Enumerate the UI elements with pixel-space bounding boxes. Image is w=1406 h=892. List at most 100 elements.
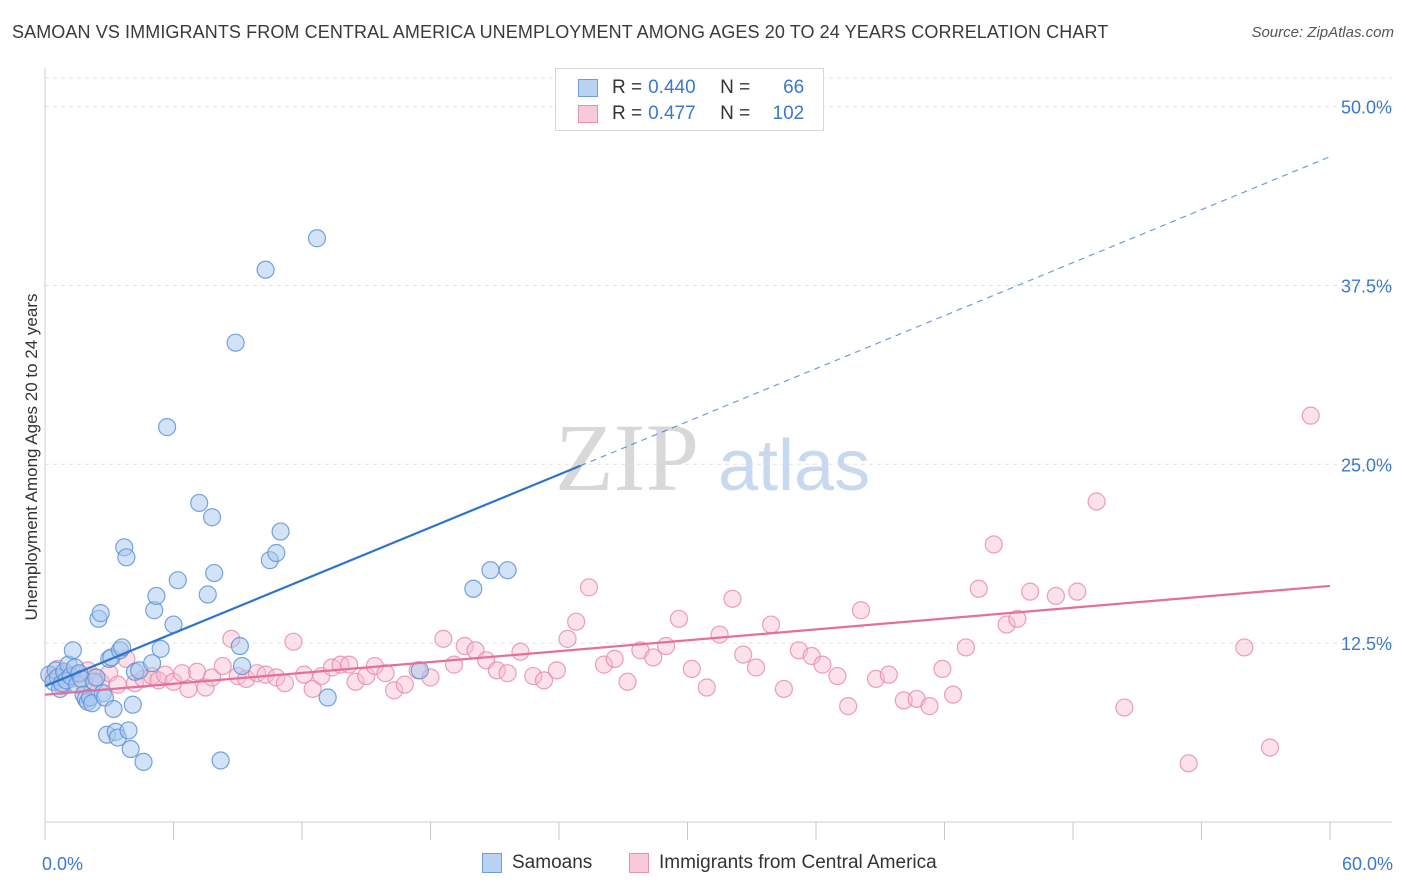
immigrants-point xyxy=(879,665,898,684)
immigrants-point xyxy=(340,655,359,674)
immigrants-point xyxy=(455,636,474,656)
samoans-point xyxy=(198,585,217,604)
source-credit: Source: ZipAtlas.com xyxy=(1251,24,1394,41)
samoans-point xyxy=(123,695,142,714)
immigrants-point xyxy=(1115,698,1134,717)
legend-item-immigrants: Immigrants from Central America xyxy=(629,852,937,874)
samoans-point xyxy=(205,563,224,583)
immigrants-point xyxy=(547,661,566,680)
immigrants-point xyxy=(1087,492,1106,511)
samoans-point xyxy=(168,571,187,590)
immigrants-point xyxy=(303,679,322,699)
immigrants-point xyxy=(1260,738,1280,757)
immigrants-point xyxy=(969,579,988,598)
axes xyxy=(44,68,1392,840)
immigrants-point xyxy=(723,589,742,608)
immigrants-point xyxy=(656,636,676,656)
samoans-point xyxy=(202,508,222,527)
samoans-point xyxy=(318,688,337,707)
samoans-trend-extension xyxy=(580,156,1331,467)
immigrants-point xyxy=(1301,406,1320,425)
legend-r-label: R = xyxy=(612,103,643,124)
immigrants-point xyxy=(933,659,952,679)
immigrants-point xyxy=(618,672,637,691)
immigrants-point xyxy=(956,638,976,657)
x-tick-label: 60.0% xyxy=(1342,854,1393,874)
immigrants-point xyxy=(710,625,729,644)
samoans-point xyxy=(104,699,123,719)
y-tick-label: 25.0% xyxy=(1341,455,1392,475)
watermark-atlas: atlas xyxy=(718,426,870,506)
samoans-point xyxy=(63,641,82,660)
watermark: ZIP atlas xyxy=(555,404,870,511)
immigrants-point xyxy=(395,675,414,694)
legend-row-immigrants: R = 0.477 N = 102 xyxy=(578,103,804,125)
samoans-point xyxy=(481,561,500,580)
samoans-point xyxy=(226,333,245,352)
immigrants-point xyxy=(839,697,858,716)
samoans-swatch xyxy=(578,79,598,97)
immigrants-point xyxy=(579,578,599,597)
immigrants-point xyxy=(813,655,832,674)
immigrants-point xyxy=(1179,754,1198,773)
immigrants-point xyxy=(851,601,871,620)
y-axis-label: Unemployment Among Ages 20 to 24 years xyxy=(22,294,41,621)
immigrants-point xyxy=(284,632,303,651)
samoans-point xyxy=(142,654,162,673)
immigrants-point xyxy=(567,612,586,631)
samoans-point xyxy=(498,561,517,580)
samoans-point xyxy=(87,668,106,687)
legend-r-value: 0.477 xyxy=(648,103,696,124)
immigrants-point xyxy=(644,648,663,667)
immigrants-point xyxy=(605,649,624,668)
immigrants-point xyxy=(828,666,847,686)
samoans-point xyxy=(211,751,230,770)
immigrants-point xyxy=(511,642,530,661)
immigrants-point xyxy=(997,615,1016,634)
immigrants-point xyxy=(346,672,365,691)
immigrants-point xyxy=(761,615,781,634)
immigrants-point xyxy=(534,671,554,690)
legend-n-value: 102 xyxy=(772,103,805,124)
samoans-point xyxy=(271,522,290,541)
samoans-point xyxy=(190,493,209,513)
legend-label-samoans: Samoans xyxy=(512,852,593,873)
immigrants-point xyxy=(697,678,716,697)
samoans-point xyxy=(256,260,275,279)
samoans-point xyxy=(230,636,249,656)
samoans-point xyxy=(410,661,429,680)
immigrants-point xyxy=(213,656,232,676)
chart-title: SAMOAN VS IMMIGRANTS FROM CENTRAL AMERIC… xyxy=(12,22,1109,42)
samoans-point xyxy=(117,548,136,567)
samoans-trend-line xyxy=(44,464,581,688)
legend-item-samoans: Samoans xyxy=(482,852,592,874)
legend-n-label: N = xyxy=(720,77,751,98)
immigrants-point xyxy=(669,609,689,628)
immigrants-swatch xyxy=(578,105,598,123)
immigrants-point xyxy=(774,679,793,699)
samoans-point xyxy=(232,656,252,676)
immigrants-point xyxy=(524,666,543,686)
correlation-legend: R = 0.440 N = 66 R = 0.477 N = 102 xyxy=(555,68,824,131)
samoans-legend-swatch xyxy=(482,853,502,873)
immigrants-point xyxy=(746,658,766,677)
immigrants-point xyxy=(1068,582,1087,601)
immigrants-point xyxy=(498,664,517,683)
samoans-point xyxy=(121,739,140,759)
x-tick-label: 0.0% xyxy=(42,854,83,874)
immigrants-legend-swatch xyxy=(629,853,649,873)
samoans-point xyxy=(134,752,153,772)
legend-r-value: 0.440 xyxy=(648,77,696,98)
immigrants-point xyxy=(434,629,453,648)
trend-lines xyxy=(44,156,1331,696)
immigrants-point xyxy=(558,629,577,648)
immigrants-point xyxy=(1235,638,1254,657)
immigrants-point xyxy=(1008,609,1027,628)
watermark-zip: ZIP xyxy=(555,404,699,511)
samoans-point xyxy=(91,604,110,623)
immigrants-point xyxy=(734,645,753,664)
samoans-point xyxy=(151,639,170,658)
samoans-point xyxy=(147,586,166,606)
immigrants-point xyxy=(376,664,395,683)
